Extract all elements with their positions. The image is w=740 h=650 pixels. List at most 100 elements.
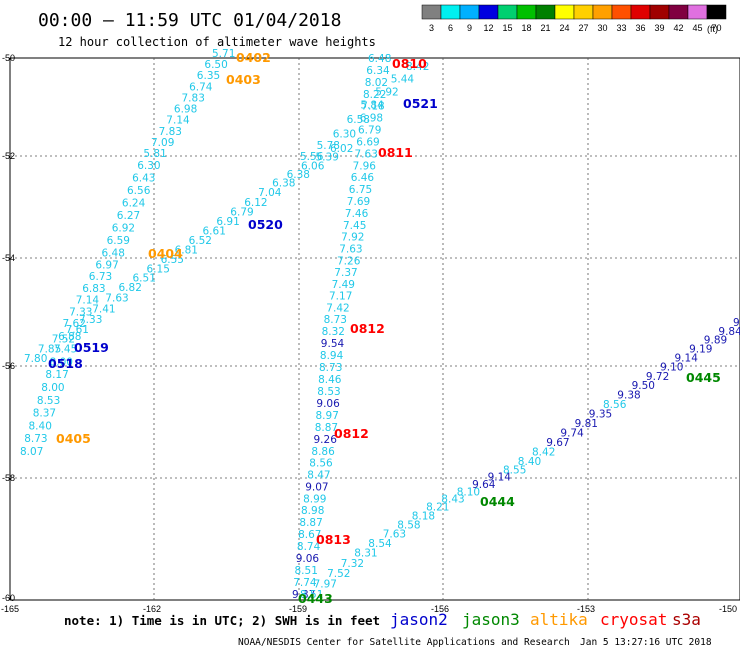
wave-height-value: 7.14 [76, 295, 100, 307]
wave-height-value: 7.17 [329, 291, 352, 303]
scale-label: 12 [483, 23, 493, 33]
scale-label: 36 [635, 23, 645, 33]
wave-height-value: 6.88 [58, 331, 81, 343]
scale-label: 3 [429, 23, 434, 33]
scale-label: 33 [616, 23, 626, 33]
wave-height-tracks: 5.716.506.356.747.836.987.147.837.095.81… [20, 48, 740, 601]
wave-height-value: 6.30 [137, 160, 160, 172]
wave-height-value: 6.91 [216, 216, 239, 228]
wave-height-value: 7.41 [92, 303, 115, 315]
wave-height-value: 8.87 [315, 422, 338, 434]
wave-height-value: 6.02 [330, 143, 353, 155]
wave-height-value: 6.59 [107, 235, 130, 247]
wave-height-value: 6.58 [347, 114, 370, 126]
pass-label: 0402 [236, 50, 271, 65]
scale-swatch [497, 4, 518, 20]
wave-height-value: 8.54 [368, 538, 392, 550]
pass-label: 0404 [148, 246, 183, 261]
legend-entry: altika [530, 610, 588, 629]
wave-height-value: 6.27 [117, 210, 140, 222]
footer-timestamp: Jan 5 13:27:16 UTC 2018 [580, 637, 712, 648]
wave-height-value: 9.50 [632, 380, 655, 392]
satellite-legend: jason2 jason3 altika cryosat s3a [390, 610, 701, 629]
pass-label: 0445 [686, 370, 721, 385]
wave-height-value: 9.89 [704, 335, 727, 347]
map-title: 00:00 – 11:59 UTC 01/04/2018 [38, 10, 341, 31]
wave-height-value: 6.56 [127, 185, 151, 197]
lat-label: -54 [2, 253, 15, 263]
wave-height-value: 8.74 [297, 541, 321, 553]
wave-height-value: 8.37 [33, 408, 56, 420]
wave-height-value: 6.46 [351, 172, 375, 184]
scale-label: 24 [559, 23, 569, 33]
track-0520-0519: 6.025.396.066.386.387.046.126.796.916.61… [24, 143, 353, 365]
lon-label: -150 [719, 604, 737, 614]
scale-swatch [459, 4, 480, 20]
wave-height-value: 5.92 [375, 86, 398, 98]
scale-label: 21 [540, 23, 550, 33]
wave-height-value: 6.51 [133, 273, 156, 285]
scale-swatch [440, 4, 461, 20]
wave-height-value: 7.18 [361, 101, 384, 113]
legend-entry: cryosat [600, 610, 667, 629]
wave-height-value: 9.19 [689, 344, 712, 356]
wave-height-value: 7.92 [341, 232, 364, 244]
wave-height-value: 6.92 [112, 222, 135, 234]
scale-swatch [687, 4, 708, 20]
wave-height-value: 6.06 [301, 160, 325, 172]
wave-height-value: 9.10 [660, 362, 683, 374]
wave-height-value: 7.52 [52, 334, 75, 346]
wave-height-value: 5.44 [391, 74, 415, 86]
scale-label: 70 [711, 23, 721, 33]
wave-height-value: 8.31 [354, 547, 377, 559]
scale-label: 30 [597, 23, 607, 33]
wave-height-value: 5.71 [212, 48, 235, 60]
wave-height-value: 6.35 [197, 70, 220, 82]
wave-height-value: 8.58 [397, 520, 420, 532]
wave-height-value: 9.14 [675, 352, 699, 364]
wave-height-value: 7.45 [54, 344, 77, 356]
wave-height-value: 6.38 [287, 169, 310, 181]
scale-unit: (ft) [707, 24, 718, 34]
wave-height-value: 6.30 [333, 128, 356, 140]
wave-height-value: 5.56 [300, 151, 324, 163]
scale-label: 18 [521, 23, 531, 33]
pass-labels: 0402 0403 0404 0405 0810 0811 0812 0812 0813 0521… [48, 50, 721, 606]
wave-height-value: 6.98 [174, 104, 197, 116]
wave-height-value: 7.45 [343, 220, 366, 232]
axis-labels: -165 -162 -159 -156 -153 -150 -50 -52 -54 -56 -58 -… [1, 53, 737, 614]
pass-label: 0518 [48, 356, 83, 371]
wave-height-value: 8.46 [318, 374, 342, 386]
pass-label: 0811 [378, 145, 413, 160]
wave-height-value: 8.97 [316, 410, 339, 422]
scale-swatch [478, 4, 499, 20]
wave-height-value: 6.83 [82, 283, 105, 295]
pass-label: 0812 [350, 321, 385, 336]
scale-swatch [649, 4, 670, 20]
wave-height-value: 8.22 [363, 89, 386, 101]
wave-height-value: 9.84 [718, 326, 740, 338]
grid-lines [10, 58, 740, 600]
wave-height-value: 7.63 [355, 148, 378, 160]
wave-height-value: 6.82 [119, 282, 142, 294]
wave-height-value: 7.62 [63, 318, 86, 330]
wave-height-value: 6.61 [203, 226, 226, 238]
wave-height-value: 9.06 [296, 553, 320, 565]
pass-label: 0444 [480, 494, 515, 509]
lon-label: -159 [289, 604, 307, 614]
wave-height-value: 8.51 [300, 589, 323, 601]
wave-height-value: 5.81 [143, 148, 166, 160]
scale-swatch [611, 4, 632, 20]
wave-height-value: 5.78 [317, 140, 340, 152]
lon-label: -153 [577, 604, 595, 614]
wave-height-value: 8.51 [295, 565, 318, 577]
wave-height-value: 8.43 [441, 494, 464, 506]
wave-height-value: 8.42 [406, 61, 429, 73]
lon-label: -162 [143, 604, 161, 614]
wave-height-value: 7.85 [38, 343, 61, 355]
wave-height-value: 7.61 [66, 324, 89, 336]
wave-height-value: 9.54 [321, 338, 345, 350]
track-0402-0405: 5.716.506.356.747.836.987.147.837.095.81… [20, 48, 235, 458]
wave-height-value: 6.55 [161, 254, 184, 266]
scale-swatch [668, 4, 689, 20]
